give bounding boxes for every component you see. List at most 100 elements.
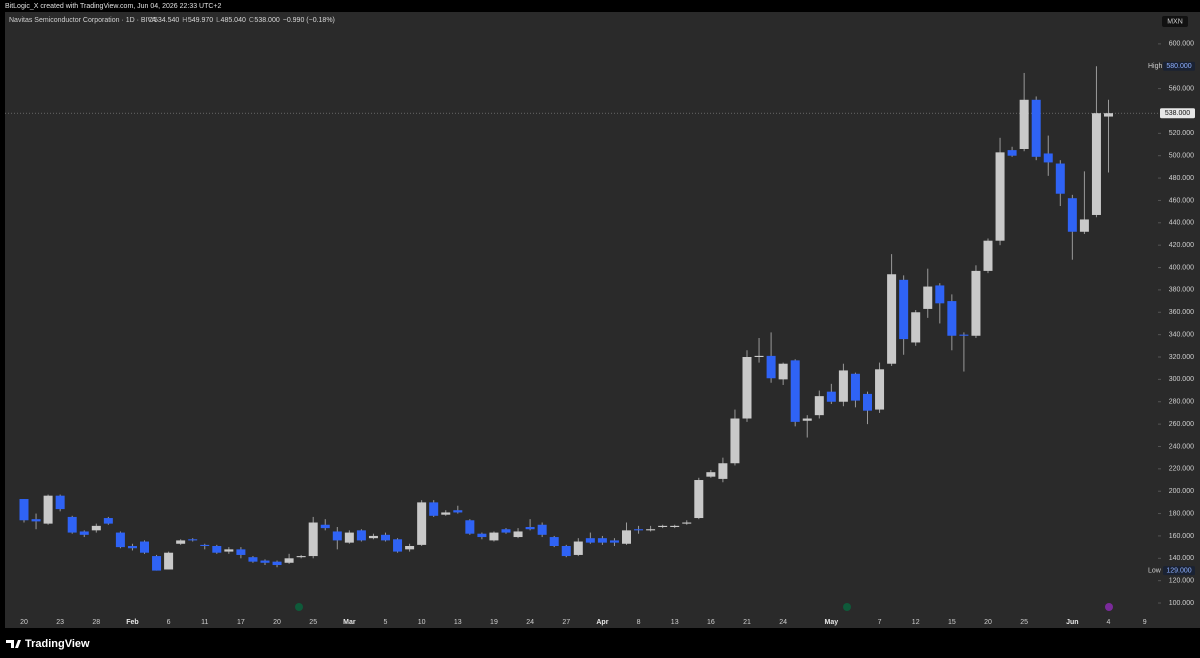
- x-tick-label: 5: [384, 619, 388, 626]
- candle-body: [43, 495, 53, 524]
- candle-body: [513, 531, 523, 538]
- x-tick-label: 13: [671, 619, 679, 626]
- y-tick-label: 420.000: [1169, 242, 1194, 249]
- event-icons: [295, 603, 1113, 611]
- candle-body: [212, 545, 222, 553]
- candle-body: [525, 526, 535, 530]
- y-tick-label: 400.000: [1169, 264, 1194, 271]
- y-tick-label: 180.000: [1169, 510, 1194, 517]
- candle-body: [429, 502, 439, 516]
- currency-badge[interactable]: [1162, 16, 1188, 27]
- candle-body: [1055, 163, 1065, 194]
- y-tick-label: 360.000: [1169, 309, 1194, 316]
- candle-body: [332, 531, 342, 541]
- candle-body: [344, 532, 354, 543]
- y-tick-label: 460.000: [1169, 197, 1194, 204]
- candle-body: [826, 391, 836, 402]
- x-tick-label: 12: [912, 619, 920, 626]
- y-tick-label: 600.000: [1169, 41, 1194, 48]
- x-tick-label: 25: [309, 619, 317, 626]
- candle-body: [682, 522, 692, 524]
- event-icon[interactable]: [295, 603, 303, 611]
- candle-body: [634, 529, 644, 531]
- y-tick-label: 500.000: [1169, 153, 1194, 160]
- y-tick-label: 260.000: [1169, 421, 1194, 428]
- candle-body: [152, 556, 162, 571]
- candle-body: [1043, 153, 1053, 163]
- candle-body: [754, 355, 764, 358]
- x-tick-label: 28: [92, 619, 100, 626]
- candle-body: [296, 556, 306, 558]
- y-tick-label: 120.000: [1169, 578, 1194, 585]
- candle-body: [308, 522, 318, 557]
- candle-body: [887, 274, 897, 364]
- candle-body: [622, 530, 631, 544]
- legend-ohlc: O 534.540 H 549.970 L 485.040 C 538.000 −0.990 (…: [148, 17, 335, 24]
- candle-body: [188, 539, 198, 541]
- low_marker-badge: [1163, 566, 1195, 576]
- candle-body: [983, 240, 993, 271]
- event-icon[interactable]: [843, 603, 851, 611]
- candle-body: [706, 472, 716, 477]
- candle-body: [1031, 99, 1041, 157]
- y-tick-label: 340.000: [1169, 331, 1194, 338]
- x-tick-label: 16: [707, 619, 715, 626]
- candle-body: [1067, 198, 1077, 232]
- x-tick-label: Jun: [1066, 619, 1078, 626]
- candle-body: [742, 357, 752, 419]
- y-tick-label: 240.000: [1169, 443, 1194, 450]
- candle-body: [971, 270, 981, 336]
- candle-body: [200, 544, 210, 546]
- candle-body: [561, 545, 571, 557]
- candle-body: [1007, 150, 1017, 156]
- x-tick-label: 20: [273, 619, 281, 626]
- y-tick-label: 520.000: [1169, 130, 1194, 137]
- candle-body: [1079, 219, 1089, 232]
- currency[interactable]: MXN: [1167, 18, 1183, 25]
- legend-key: O: [148, 17, 154, 24]
- candle-body: [766, 355, 776, 379]
- candle-body: [67, 516, 77, 533]
- y-tick-label: 300.000: [1169, 376, 1194, 383]
- x-tick-label: Feb: [126, 619, 138, 626]
- candle-body: [585, 538, 595, 543]
- x-tick-label: 27: [562, 619, 570, 626]
- legend-value: 538.000: [254, 17, 279, 24]
- candle-body: [368, 535, 378, 539]
- candle-body: [224, 549, 234, 552]
- x-tick-label: 6: [167, 619, 171, 626]
- last-price-badge: [1160, 108, 1195, 119]
- x-tick-label: 24: [526, 619, 534, 626]
- event-icon[interactable]: [1105, 603, 1113, 611]
- candle-body: [236, 549, 246, 555]
- y-tick-label: 380.000: [1169, 287, 1194, 294]
- legend-value: 485.040: [221, 17, 246, 24]
- x-tick-label: 4: [1107, 619, 1111, 626]
- candle-body: [995, 152, 1005, 241]
- candle-body: [923, 286, 933, 309]
- candle-body: [381, 534, 390, 541]
- legend-value: 549.970: [188, 17, 213, 24]
- candle-body: [140, 541, 149, 553]
- y-tick-label: 220.000: [1169, 466, 1194, 473]
- y-tick-label: 480.000: [1169, 175, 1194, 182]
- x-tick-label: 19: [490, 619, 498, 626]
- candle-body: [91, 525, 101, 531]
- candle-body: [658, 525, 668, 527]
- candle-body: [537, 524, 547, 535]
- x-tick-label: 8: [637, 619, 641, 626]
- candle-body: [405, 545, 415, 550]
- high_marker-label: High: [1148, 63, 1163, 70]
- candle-body: [646, 529, 656, 531]
- y-tick-label: 140.000: [1169, 555, 1194, 562]
- legend-value: 534.540: [154, 17, 179, 24]
- low_marker-value: 129.000: [1166, 567, 1191, 574]
- candle-body: [959, 334, 969, 336]
- candle-body: [477, 533, 487, 538]
- x-tick-label: Mar: [343, 619, 356, 626]
- candle-body: [947, 301, 957, 336]
- low_marker-label: Low: [1148, 567, 1162, 574]
- y-tick-label: 200.000: [1169, 488, 1194, 495]
